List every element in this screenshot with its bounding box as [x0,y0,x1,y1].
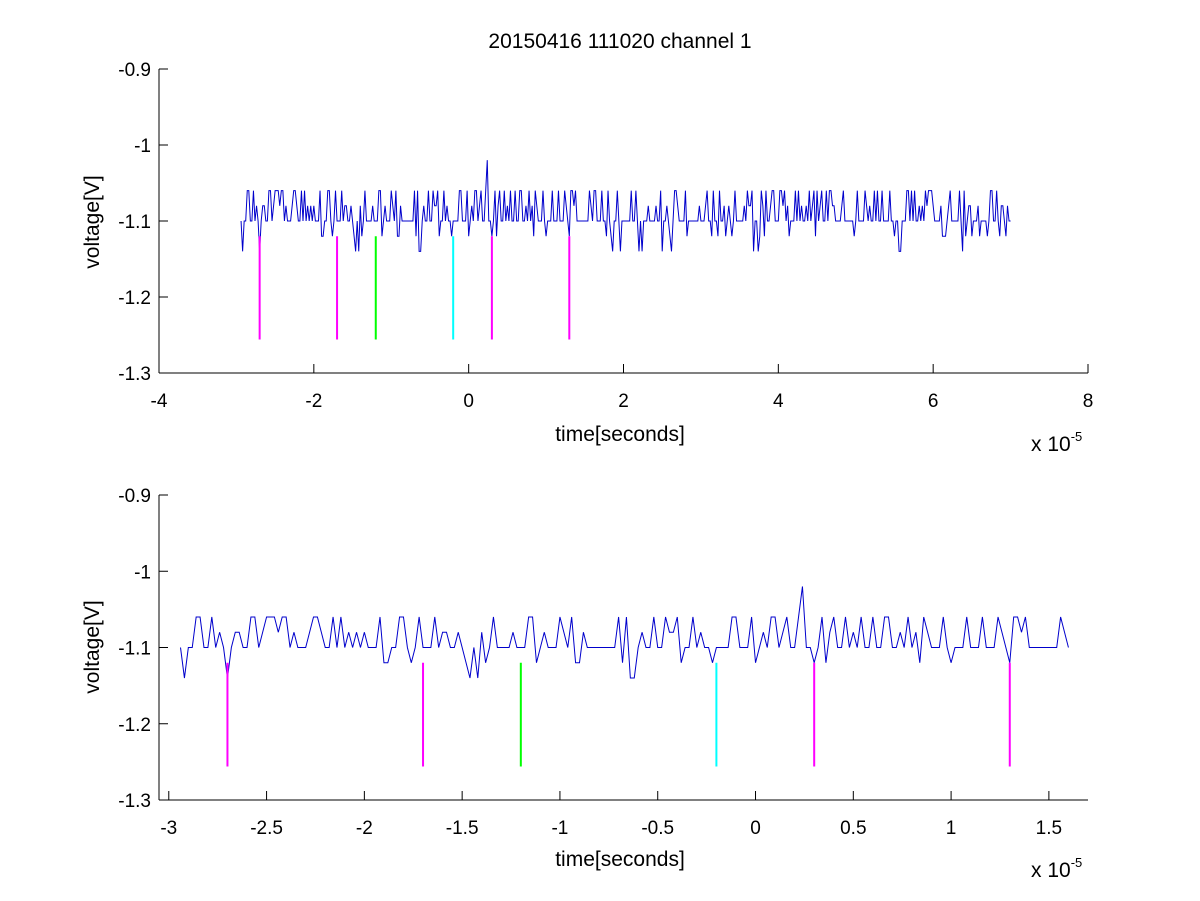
bottom-y-ticks: -0.9 -1 -1.1 -1.2 -1.3 [118,486,168,812]
x-tick-label: 2 [618,391,629,412]
y-tick-label: -0.9 [118,60,151,81]
x-tick-label: 6 [928,391,939,412]
x-tick-label: 4 [773,391,784,412]
y-tick-label: -1.2 [118,715,151,736]
top-voltage-trace [240,160,1011,252]
bottom-x-multiplier: x 10-5 [1031,855,1082,882]
bottom-x-multiplier-exp: -5 [1071,855,1083,870]
y-tick-label: -1 [134,562,151,583]
bottom-y-axis-label: voltage[V] [81,600,104,693]
bottom-x-multiplier-base: x 10 [1031,859,1071,882]
x-tick-label: -3 [160,818,177,839]
top-y-axis-label: voltage[V] [81,175,104,268]
y-tick-label: -1.1 [118,212,151,233]
y-tick-label: -0.9 [118,486,151,507]
x-tick-label: -2 [356,818,373,839]
bottom-voltage-trace [180,586,1069,679]
voltage-trace-line [240,160,1011,252]
x-tick-label: -1 [551,818,568,839]
bottom-axes: -0.9 -1 -1.1 -1.2 -1.3 -3 -2.5 -2 -1.5 -1 -0.5 0 0.… [81,486,1088,882]
top-y-ticks: -0.9 -1 -1.1 -1.2 -1.3 [118,60,168,385]
top-x-multiplier-exp: -5 [1071,429,1083,444]
y-tick-label: -1.1 [118,639,151,660]
bottom-event-markers [226,662,1011,767]
x-tick-label: -1.5 [446,818,479,839]
x-tick-label: 1 [946,818,957,839]
top-x-axis-label: time[seconds] [555,423,685,446]
x-tick-label: -2.5 [250,818,283,839]
bottom-x-axis-label: time[seconds] [555,848,685,871]
top-x-ticks: -4 -2 0 2 4 6 8 [151,364,1094,412]
x-tick-label: -2 [305,391,322,412]
figure-title: 20150416 111020 channel 1 [488,30,751,53]
x-tick-label: 0 [750,818,761,839]
top-axes: -0.9 -1 -1.1 -1.2 -1.3 -4 -2 0 2 4 6 8 time[second… [81,60,1093,456]
y-tick-label: -1.3 [118,364,151,385]
x-tick-label: 0 [463,391,474,412]
top-x-multiplier-base: x 10 [1031,433,1071,456]
voltage-trace-line [180,586,1069,679]
y-tick-label: -1.3 [118,791,151,812]
bottom-x-ticks: -3 -2.5 -2 -1.5 -1 -0.5 0 0.5 1 1.5 [160,791,1062,839]
x-tick-label: 0.5 [840,818,866,839]
y-tick-label: -1 [134,136,151,157]
x-tick-label: 1.5 [1036,818,1062,839]
x-tick-label: -4 [151,391,168,412]
x-tick-label: -0.5 [641,818,674,839]
y-tick-label: -1.2 [118,288,151,309]
top-event-markers [258,236,571,340]
top-x-multiplier: x 10-5 [1031,429,1082,456]
x-tick-label: 8 [1083,391,1094,412]
